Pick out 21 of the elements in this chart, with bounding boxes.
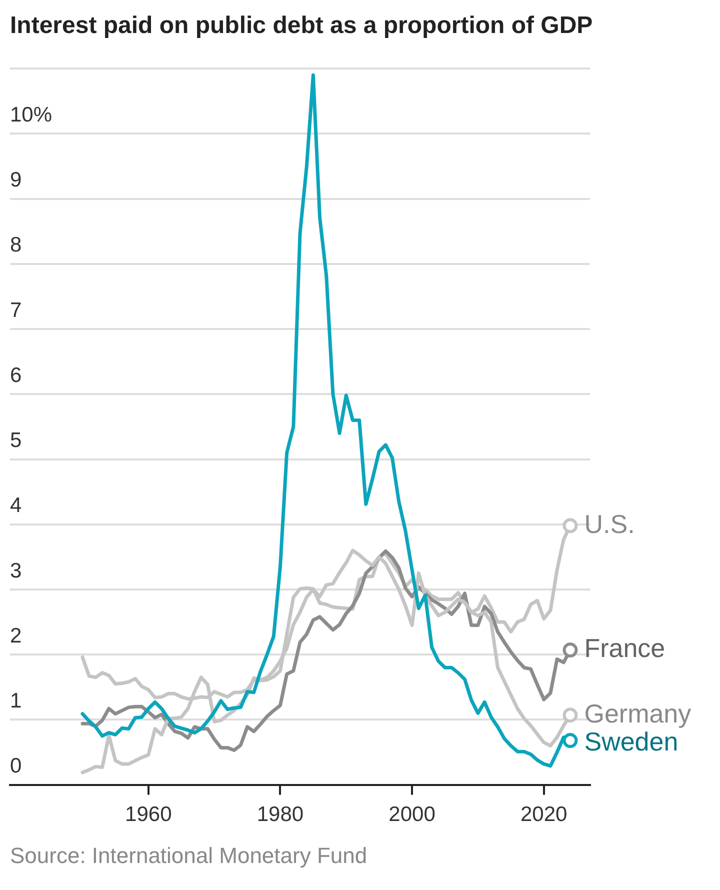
x-tick-label: 1980: [256, 803, 304, 826]
x-tick-label: 2000: [388, 803, 436, 826]
y-tick-label: 10%: [10, 104, 52, 127]
series-label: France: [584, 633, 666, 664]
y-tick-label: 9: [10, 168, 22, 192]
y-tick-label: 5: [10, 429, 22, 452]
series-label: Sweden: [584, 726, 678, 756]
series-label: U.S.: [584, 508, 635, 539]
series-label: Germany: [584, 698, 692, 728]
x-tick-label: 1960: [125, 803, 172, 826]
y-tick-label: 4: [10, 494, 22, 518]
y-tick-label: 3: [10, 559, 22, 582]
y-tick-label: 8: [10, 234, 22, 257]
source-note: Source: International Monetary Fund: [10, 843, 368, 869]
y-tick-label: 6: [10, 364, 22, 387]
y-tick-label: 0: [10, 754, 22, 778]
y-tick-label: 2: [10, 624, 22, 648]
y-tick-label: 7: [10, 298, 22, 322]
x-tick-label: 2020: [520, 803, 568, 826]
chart-title: Interest paid on public debt as a proportion of GDP: [10, 12, 593, 40]
y-tick-label: 1: [10, 689, 22, 712]
